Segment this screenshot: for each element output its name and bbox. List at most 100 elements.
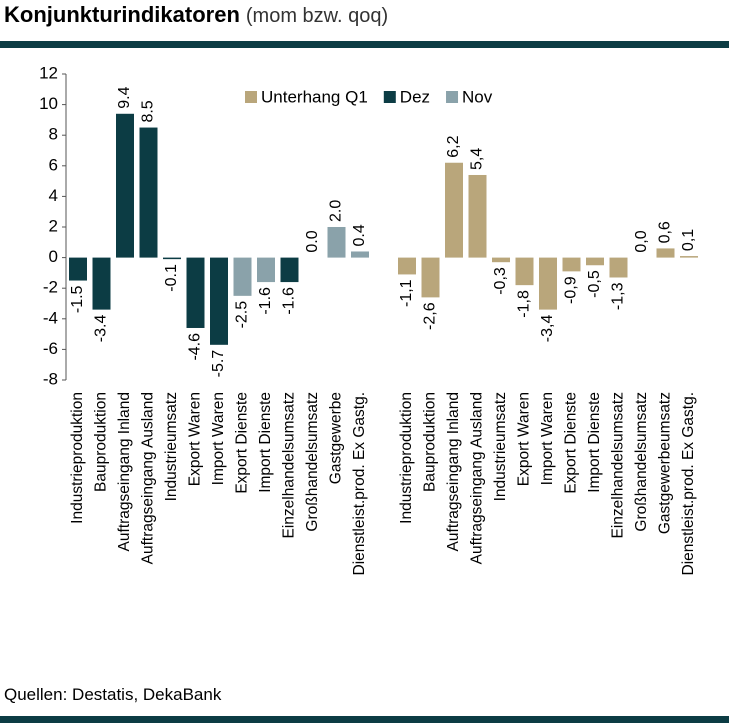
x-tick-label: Auftragseingang Inland — [116, 392, 133, 551]
chart-title: Konjunkturindikatoren — [4, 2, 240, 27]
x-tick-label: Bauproduktion — [422, 392, 439, 492]
header-rule — [0, 41, 729, 48]
x-tick-label: Export Waren — [187, 392, 204, 486]
bar — [586, 257, 604, 266]
title-block: Konjunkturindikatoren (mom bzw. qoq) — [4, 2, 388, 27]
x-tick-label: Export Dienste — [234, 392, 251, 494]
legend-swatch — [245, 91, 257, 103]
value-label: -0.1 — [163, 264, 180, 292]
value-label: -1,8 — [516, 290, 533, 318]
legend-label: Unterhang Q1 — [261, 87, 368, 106]
value-label: -1,3 — [610, 282, 627, 310]
value-label: -0,3 — [492, 267, 509, 295]
bar — [515, 257, 534, 286]
value-label: 5,4 — [469, 148, 486, 170]
y-tick-label: -4 — [43, 308, 58, 327]
bar — [656, 248, 675, 258]
bar — [421, 257, 440, 298]
value-label: -0,5 — [586, 270, 603, 298]
value-label: -3.4 — [93, 315, 110, 343]
y-tick-label: -6 — [43, 339, 58, 358]
x-tick-label: Großhandelsumsatz — [304, 392, 321, 532]
value-label: -5.7 — [210, 350, 227, 378]
x-tick-label: Einzelhandelsumsatz — [281, 392, 298, 538]
bar — [445, 162, 463, 258]
x-tick-label: Import Waren — [210, 392, 227, 485]
value-label: 2.0 — [328, 200, 345, 222]
bar — [257, 257, 275, 283]
source-note: Quellen: Destatis, DekaBank — [4, 685, 222, 704]
value-label: -1,1 — [398, 279, 415, 307]
x-tick-label: Import Dienste — [257, 392, 274, 493]
bar — [351, 251, 369, 258]
x-tick-label: Industrieproduktion — [398, 392, 415, 524]
y-tick-label: 6 — [49, 155, 58, 174]
x-tick-label: Bauproduktion — [93, 392, 110, 492]
legend-swatch — [383, 91, 396, 103]
value-label: -2.5 — [234, 301, 251, 329]
chart-subtitle: (mom bzw. qoq) — [246, 5, 388, 27]
y-tick-label: -2 — [43, 278, 58, 297]
value-label: 0,1 — [680, 229, 697, 251]
bar — [69, 257, 87, 281]
x-tick-label: Dienstleist.prod. Ex Gastg. — [680, 392, 697, 576]
x-tick-label: Auftragseingang Ausland — [469, 392, 486, 564]
x-tick-label: Industrieumsatz — [492, 392, 509, 501]
y-tick-label: 10 — [39, 94, 58, 113]
bar — [116, 113, 134, 258]
bar — [233, 257, 252, 296]
bar — [280, 257, 299, 283]
value-label: -0,9 — [563, 276, 580, 304]
legend-label: Nov — [462, 87, 493, 106]
legend-label: Dez — [400, 87, 430, 106]
bar — [680, 256, 698, 258]
footer-rule — [0, 716, 729, 723]
bar — [398, 257, 416, 275]
y-tick-label: 2 — [49, 216, 58, 235]
value-label: -4.6 — [187, 333, 204, 361]
y-tick-label: 0 — [49, 247, 58, 266]
bar — [539, 257, 557, 310]
x-tick-label: Einzelhandelsumsatz — [610, 392, 627, 538]
value-label: -1.6 — [281, 287, 298, 315]
bar — [468, 174, 487, 258]
value-label: 6,2 — [445, 135, 462, 157]
x-tick-label: Auftragseingang Inland — [445, 392, 462, 551]
bar — [492, 257, 510, 263]
value-label: 0,0 — [633, 230, 650, 252]
legend-swatch — [446, 91, 459, 103]
bar — [139, 127, 158, 258]
value-label: 8.5 — [140, 100, 157, 122]
bar — [609, 257, 628, 278]
value-label: -3,4 — [539, 315, 556, 343]
bar — [186, 257, 205, 328]
y-tick-label: 12 — [39, 63, 58, 82]
x-tick-label: Import Waren — [539, 392, 556, 485]
x-tick-label: Import Dienste — [586, 392, 603, 493]
bar — [562, 257, 581, 272]
y-tick-label: -8 — [43, 369, 58, 388]
y-tick-label: 4 — [49, 186, 58, 205]
bar — [163, 257, 181, 260]
x-tick-label: Industrieumsatz — [163, 392, 180, 501]
value-label: 0.0 — [304, 230, 321, 252]
value-label: -1.5 — [69, 285, 86, 313]
x-tick-label: Gastgewerbeumsatz — [657, 392, 674, 534]
x-tick-label: Gastgewerbe — [328, 392, 345, 484]
x-tick-label: Auftragseingang Ausland — [140, 392, 157, 564]
value-label: -2,6 — [422, 302, 439, 330]
x-tick-label: Export Waren — [516, 392, 533, 486]
bar — [210, 257, 228, 345]
x-tick-label: Export Dienste — [563, 392, 580, 494]
value-label: 0.4 — [351, 224, 368, 246]
y-tick-label: 8 — [49, 125, 58, 144]
bar — [327, 227, 346, 258]
value-label: -1.6 — [257, 287, 274, 315]
x-tick-label: Dienstleist.prod. Ex Gastg. — [351, 392, 368, 576]
value-label: 9.4 — [116, 86, 133, 108]
x-tick-label: Industrieproduktion — [69, 392, 86, 524]
bar — [92, 257, 111, 310]
x-tick-label: Großhandelsumsatz — [633, 392, 650, 532]
value-label: 0,6 — [657, 221, 674, 243]
